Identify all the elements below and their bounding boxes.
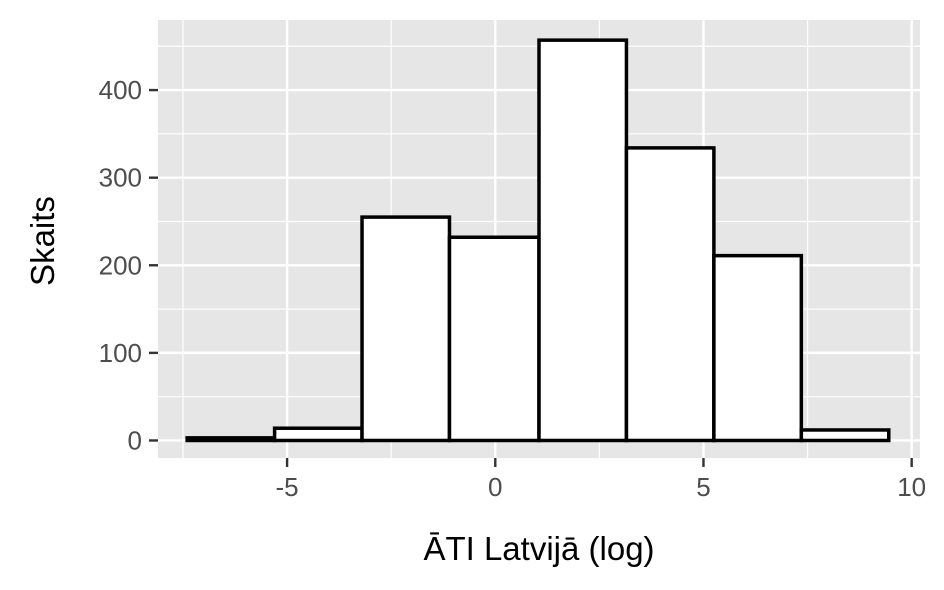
x-axis-title: ĀTI Latvijā (log) (423, 530, 654, 567)
x-tick-label: -5 (276, 472, 299, 502)
x-tick-label: 10 (897, 472, 926, 502)
histogram-bar (712, 253, 804, 443)
x-tick-label: 0 (488, 472, 502, 502)
y-axis: 0 100 200 300 400 (99, 75, 158, 455)
y-axis-title: Skaits (24, 196, 61, 286)
histogram-bar (360, 215, 452, 443)
y-tick-label: 100 (99, 338, 142, 368)
histogram-bar (272, 426, 364, 443)
x-tick-label: 5 (696, 472, 710, 502)
histogram-bar (799, 428, 891, 443)
y-tick-label: 200 (99, 250, 142, 280)
histogram-bar (447, 235, 541, 443)
histogram-bars (185, 38, 891, 443)
y-tick-label: 400 (99, 75, 142, 105)
y-tick-label: 0 (128, 425, 142, 455)
histogram-bar (185, 436, 277, 443)
histogram-bar (537, 38, 629, 443)
histogram-bar (624, 146, 716, 443)
x-axis: -5 0 5 10 (276, 458, 926, 502)
y-tick-label: 300 (99, 163, 142, 193)
